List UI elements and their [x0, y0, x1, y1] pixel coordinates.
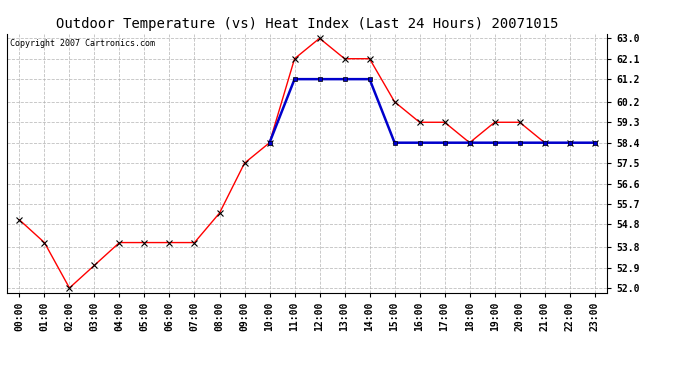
Title: Outdoor Temperature (vs) Heat Index (Last 24 Hours) 20071015: Outdoor Temperature (vs) Heat Index (Las… [56, 17, 558, 31]
Text: Copyright 2007 Cartronics.com: Copyright 2007 Cartronics.com [10, 39, 155, 48]
